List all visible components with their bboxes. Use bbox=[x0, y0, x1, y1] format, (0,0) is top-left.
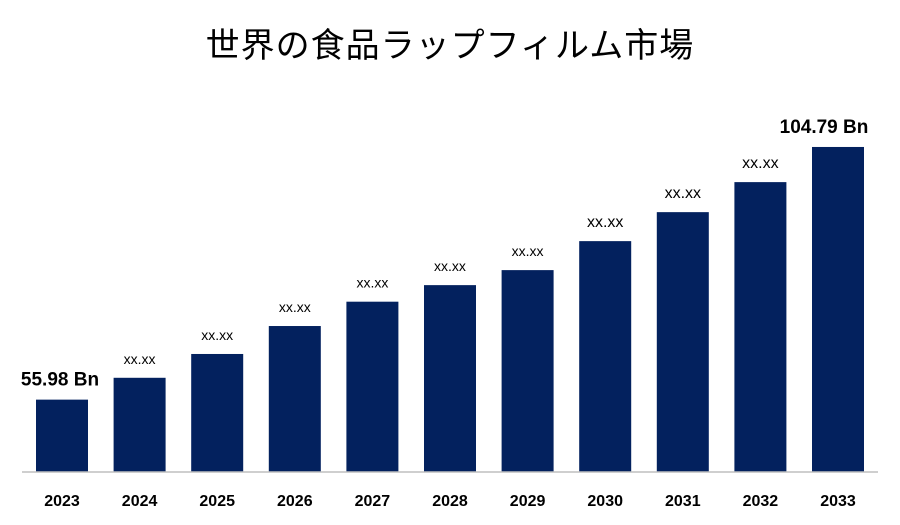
x-tick-2031: 2031 bbox=[665, 493, 701, 510]
data-label-2029: xx.xx bbox=[512, 243, 544, 259]
bar-2025 bbox=[191, 353, 244, 472]
bar-2031 bbox=[656, 212, 709, 472]
x-tick-2030: 2030 bbox=[587, 493, 623, 510]
bar-2027 bbox=[346, 301, 399, 472]
bar-2028 bbox=[424, 285, 476, 472]
data-label-2030: xx.xx bbox=[587, 214, 623, 231]
x-tick-2033: 2033 bbox=[820, 493, 856, 510]
data-label-2023: 55.98 Bn bbox=[21, 370, 99, 391]
x-tick-2024: 2024 bbox=[122, 493, 158, 510]
x-tick-2023: 2023 bbox=[44, 493, 80, 510]
x-tick-2026: 2026 bbox=[277, 493, 313, 510]
x-tick-2027: 2027 bbox=[355, 493, 391, 510]
bar-2023 bbox=[36, 399, 88, 472]
bar-2026 bbox=[268, 326, 321, 472]
data-label-2024: xx.xx bbox=[124, 351, 156, 367]
data-label-2026: xx.xx bbox=[279, 299, 311, 315]
data-label-2028: xx.xx bbox=[434, 258, 466, 274]
bar-2030 bbox=[579, 241, 632, 472]
data-label-2027: xx.xx bbox=[356, 275, 388, 291]
x-tick-2025: 2025 bbox=[199, 493, 235, 510]
bar-2033 bbox=[812, 146, 864, 472]
bar-2029 bbox=[501, 270, 554, 472]
bar-2024 bbox=[113, 377, 166, 472]
data-label-2032: xx.xx bbox=[742, 155, 778, 172]
data-label-2031: xx.xx bbox=[665, 185, 701, 202]
x-tick-2028: 2028 bbox=[432, 493, 468, 510]
data-label-2033: 104.79 Bn bbox=[780, 117, 869, 138]
x-tick-2029: 2029 bbox=[510, 493, 546, 510]
bar-2032 bbox=[734, 182, 787, 472]
data-label-2025: xx.xx bbox=[201, 327, 233, 343]
chart-title: 世界の食品ラップフィルム市場 bbox=[205, 26, 695, 66]
x-tick-2032: 2032 bbox=[743, 493, 779, 510]
